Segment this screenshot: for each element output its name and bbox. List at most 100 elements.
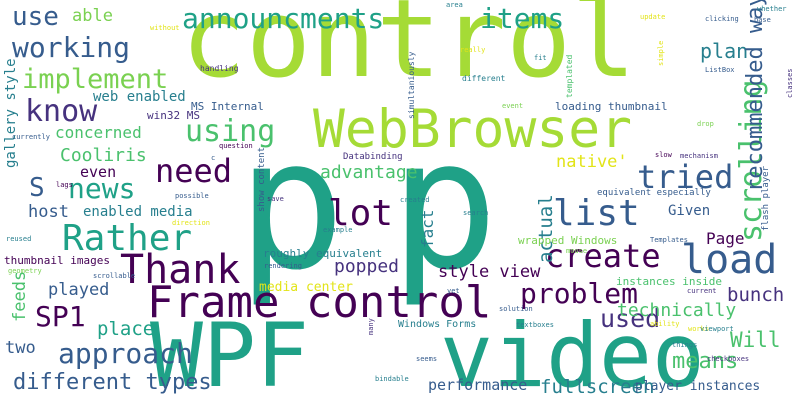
word-problem: problem <box>520 277 639 310</box>
word-know: know <box>25 94 98 129</box>
word-event: event <box>502 102 524 110</box>
word-example: example <box>323 226 353 234</box>
word-equivalent-especially: equivalent especially <box>597 188 711 198</box>
word-used: used <box>600 304 661 333</box>
word-drop: drop <box>697 120 714 128</box>
word-video: video <box>440 304 705 400</box>
word-ms-internal: MS Internal <box>191 100 264 113</box>
word-ability: ability <box>650 320 680 328</box>
word-base: base <box>754 16 771 24</box>
word-works: works <box>688 325 710 333</box>
word-mouse: mouse <box>566 247 588 255</box>
word-need: need <box>155 152 233 190</box>
word-style-view: style view <box>438 262 541 282</box>
word-without: without <box>150 24 180 32</box>
word-cooliris: Cooliris <box>60 145 147 166</box>
word-approach: approach <box>58 337 193 370</box>
word-create: create <box>545 237 661 275</box>
word-host: host <box>28 202 69 222</box>
word-gallery-style: gallery style <box>3 58 19 168</box>
word-direction: direction <box>172 219 210 227</box>
word-things: things <box>672 341 698 349</box>
word-rather: Rather <box>62 218 193 259</box>
word-web-enabled: web enabled <box>93 89 186 105</box>
word-templates: Templates <box>650 236 688 244</box>
word-recommended-way: recommended way <box>743 0 768 192</box>
word-c: c <box>211 154 216 162</box>
word-really: really <box>460 46 486 54</box>
word-plan: plan <box>700 39 749 63</box>
word-played: played <box>48 280 110 300</box>
word-using: using <box>185 114 276 149</box>
word-announcments: announcments <box>182 2 385 35</box>
word-listbox: ListBox <box>705 66 735 74</box>
word-implement: implement <box>22 64 169 95</box>
word-many: many <box>367 318 375 335</box>
word-simultaniously: simultaniously <box>407 51 416 119</box>
word-save: save <box>267 195 284 203</box>
word-area: area <box>446 1 463 9</box>
word-question: question <box>219 142 253 150</box>
word-different: different <box>462 74 506 83</box>
word-sp1: SP1 <box>35 300 86 333</box>
word-scrollable: scrollable <box>93 272 136 280</box>
word-popped: popped <box>334 256 400 277</box>
word-created: created <box>400 196 430 204</box>
word-thank: Thank <box>120 247 241 293</box>
word-wrapped-windows: wrapped Windows <box>518 234 618 247</box>
word-geometry: geometry <box>8 267 42 275</box>
word-mechanism: mechanism <box>680 152 718 160</box>
word-checkboxes: checkboxes <box>707 355 750 363</box>
word-win32-ms: win32 MS <box>147 109 200 122</box>
word-solution: solution <box>499 305 533 313</box>
word-able: able <box>72 6 113 26</box>
word-feeds: feeds <box>10 270 30 322</box>
word-webbrowser: WebBrowser <box>313 99 633 160</box>
word-concerned: concerned <box>55 123 142 142</box>
word-textboxes: textboxes <box>516 321 554 329</box>
word-s: S <box>29 173 45 203</box>
word-even: even <box>80 163 117 181</box>
word-p-2: p <box>390 101 499 310</box>
word-p-1: p <box>237 101 346 310</box>
word-technically: technically <box>617 300 737 321</box>
word-current: current <box>687 287 717 295</box>
word-instances-inside: instances inside <box>616 275 722 288</box>
word-media-center: media center <box>259 280 353 295</box>
word-tried: tried <box>637 158 734 196</box>
word-fit: fit <box>534 54 547 62</box>
word-items: items <box>480 2 565 35</box>
word-viewport: viewport <box>700 325 734 333</box>
word-show-content: show content <box>257 146 267 212</box>
word-list: list <box>553 193 640 234</box>
word-two: two <box>5 338 36 358</box>
word-thumbnail-images: thumbnail images <box>4 254 110 267</box>
word-simple: simple <box>657 40 665 66</box>
word-windows-forms: Windows Forms <box>398 319 477 330</box>
word-use: use <box>12 2 59 32</box>
word-fact: fact <box>418 209 437 248</box>
word-actual: actual <box>535 194 557 263</box>
word-means: means <box>672 349 739 374</box>
word-native: native' <box>556 152 628 172</box>
word-enabled-media: enabled media <box>83 204 193 220</box>
word-slow: slow <box>655 151 672 159</box>
word-seems: seems <box>416 355 438 363</box>
word-control: control <box>181 0 637 102</box>
word-templated: templated <box>565 54 574 98</box>
word-bunch: bunch <box>727 284 785 306</box>
word-yet: yet <box>447 287 460 295</box>
word-different-types: different types <box>13 370 212 395</box>
word-will: Will <box>730 328 781 352</box>
word-advantage: advantage <box>320 162 418 183</box>
word-player-instances: player instances <box>635 379 761 394</box>
word-possible: possible <box>175 192 209 200</box>
word-news: news <box>68 172 136 205</box>
word-search: search <box>463 209 489 217</box>
word-wpf: WPF <box>150 304 309 400</box>
word-given: Given <box>668 203 711 219</box>
word-roughly-equivalent: roughly equivalent <box>263 247 383 260</box>
word-page: Page <box>706 229 745 248</box>
word-loading-thumbnail: loading thumbnail <box>555 100 668 113</box>
word-place: place <box>97 318 155 340</box>
